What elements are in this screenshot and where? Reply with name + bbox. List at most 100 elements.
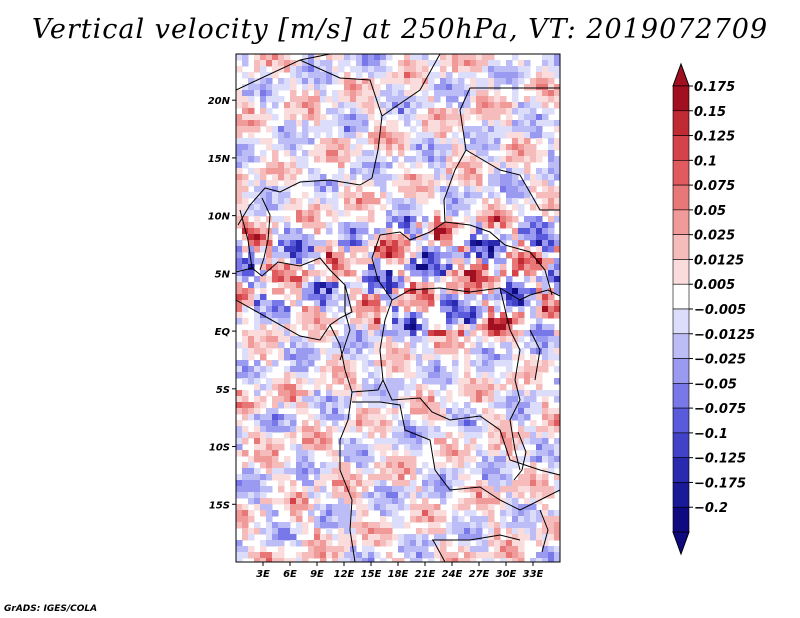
field-cell [464, 372, 471, 379]
field-cell [344, 294, 351, 301]
field-cell [320, 510, 327, 517]
field-cell [542, 510, 549, 517]
field-cell [290, 432, 297, 439]
field-cell [296, 294, 303, 301]
colorbar-label: −0.025 [694, 353, 746, 368]
field-cell [272, 102, 279, 109]
field-cell [458, 264, 465, 271]
field-cell [470, 432, 477, 439]
field-cell [380, 402, 387, 409]
field-cell [254, 528, 261, 535]
field-cell [374, 246, 381, 253]
field-cell [512, 516, 519, 523]
field-cell [446, 288, 453, 295]
field-cell [260, 462, 267, 469]
field-cell [338, 108, 345, 115]
field-cell [236, 288, 243, 295]
field-cell [410, 126, 417, 133]
field-cell [350, 516, 357, 523]
field-cell [434, 72, 441, 79]
field-cell [446, 156, 453, 163]
field-cell [332, 372, 339, 379]
field-cell [368, 210, 375, 217]
field-cell [260, 342, 267, 349]
field-cell [314, 318, 321, 325]
field-cell [422, 426, 429, 433]
field-cell [554, 258, 560, 265]
field-cell [398, 300, 405, 307]
field-cell [338, 174, 345, 181]
field-cell [494, 246, 501, 253]
field-cell [470, 156, 477, 163]
field-cell [266, 462, 273, 469]
field-cell [350, 384, 357, 391]
field-cell [272, 60, 279, 67]
field-cell [338, 450, 345, 457]
field-cell [434, 138, 441, 145]
field-cell [266, 330, 273, 337]
field-cell [332, 150, 339, 157]
field-cell [428, 396, 435, 403]
field-cell [314, 96, 321, 103]
field-cell [434, 114, 441, 121]
field-cell [518, 72, 525, 79]
field-cell [344, 414, 351, 421]
field-cell [380, 426, 387, 433]
field-cell [476, 246, 483, 253]
field-cell [368, 330, 375, 337]
field-cell [440, 126, 447, 133]
field-cell [314, 210, 321, 217]
field-cell [530, 372, 537, 379]
field-cell [332, 114, 339, 121]
field-cell [236, 138, 243, 145]
field-cell [452, 456, 459, 463]
field-cell [236, 546, 243, 553]
field-cell [452, 258, 459, 265]
field-cell [236, 540, 243, 547]
field-cell [470, 234, 477, 241]
field-cell [326, 288, 333, 295]
field-cell [260, 498, 267, 505]
field-cell [554, 276, 560, 283]
colorbar: 0.1750.150.1250.10.0750.050.0250.01250.0… [672, 62, 755, 556]
field-cell [392, 138, 399, 145]
field-cell [422, 144, 429, 151]
field-cell [410, 504, 417, 511]
field-cell [320, 438, 327, 445]
field-cell [242, 408, 249, 415]
field-cell [254, 240, 261, 247]
field-cell [422, 66, 429, 73]
field-cell [554, 96, 560, 103]
field-cell [536, 252, 543, 259]
field-cell [434, 390, 441, 397]
field-cell [548, 60, 555, 67]
field-cell [236, 258, 243, 265]
field-cell [416, 438, 423, 445]
field-cell [506, 468, 513, 475]
colorbar-label: −0.1 [694, 427, 728, 442]
field-cell [374, 180, 381, 187]
field-cell [368, 522, 375, 529]
field-cell [278, 498, 285, 505]
field-cell [314, 426, 321, 433]
field-cell [386, 492, 393, 499]
field-cell [344, 366, 351, 373]
field-cell [362, 540, 369, 547]
field-cell [410, 408, 417, 415]
field-cell [422, 216, 429, 223]
field-cell [314, 246, 321, 253]
field-cell [314, 534, 321, 541]
field-cell [452, 474, 459, 481]
field-cell [344, 528, 351, 535]
field-cell [320, 312, 327, 319]
field-cell [428, 150, 435, 157]
field-cell [332, 294, 339, 301]
field-cell [380, 132, 387, 139]
field-cell [488, 462, 495, 469]
field-cell [452, 198, 459, 205]
field-cell [326, 408, 333, 415]
field-cell [344, 330, 351, 337]
field-cell [482, 366, 489, 373]
field-cell [320, 330, 327, 337]
field-cell [422, 546, 429, 553]
